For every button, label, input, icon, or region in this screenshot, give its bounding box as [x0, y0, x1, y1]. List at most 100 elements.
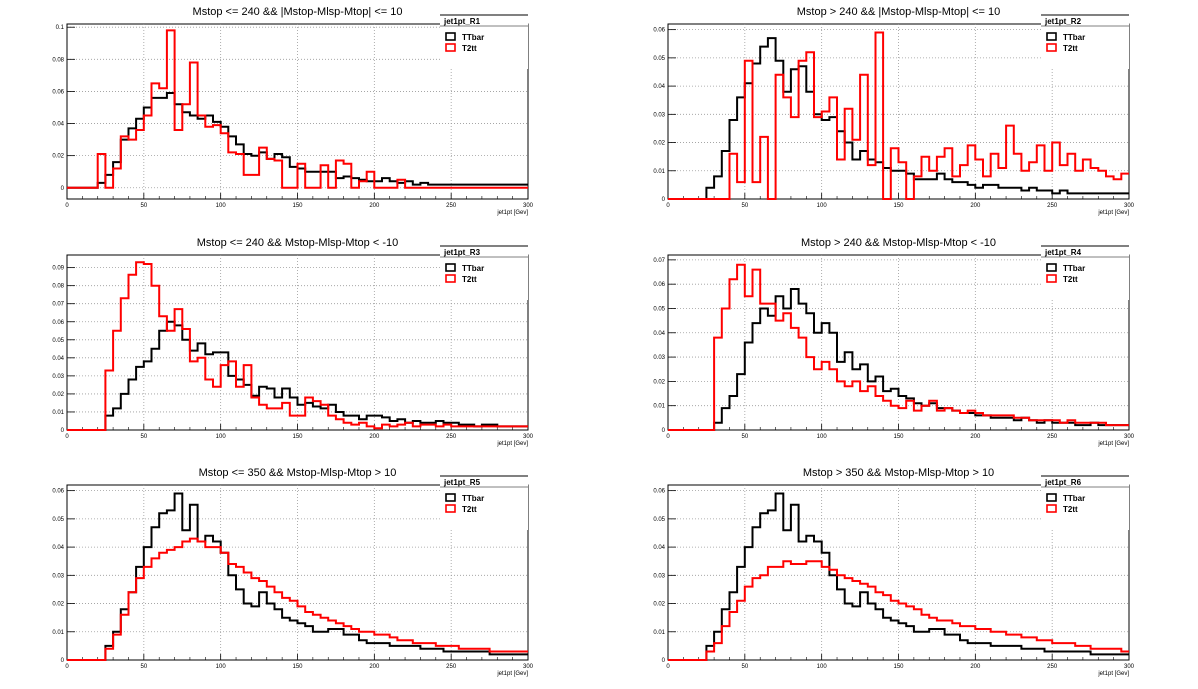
series-line-ttbar [67, 492, 528, 661]
legend-label: TTbar [462, 264, 484, 273]
y-tick-label: 0.01 [653, 169, 665, 175]
x-tick-label: 150 [292, 203, 303, 209]
y-tick-label: 0.02 [653, 141, 665, 147]
y-tick-label: 0 [662, 658, 666, 664]
legend-box [440, 246, 528, 300]
x-axis-label: jet1pt [Gev] [496, 441, 528, 447]
y-tick-label: 0 [662, 428, 666, 434]
x-tick-label: 100 [216, 664, 227, 670]
legend-box [1041, 15, 1129, 69]
y-tick-label: 0.01 [52, 630, 64, 636]
x-axis-label: jet1pt [Gev] [496, 671, 528, 677]
y-tick-label: 0.05 [653, 306, 665, 312]
x-tick-label: 100 [817, 203, 828, 209]
x-axis-label: jet1pt [Gev] [1097, 441, 1129, 447]
y-tick-label: 0.01 [653, 404, 665, 410]
legend-label: T2tt [1063, 275, 1078, 284]
x-tick-label: 0 [666, 434, 670, 440]
y-tick-label: 0.05 [52, 338, 64, 344]
x-tick-label: 200 [970, 664, 981, 670]
x-tick-label: 100 [216, 203, 227, 209]
x-axis-label: jet1pt [Gev] [496, 210, 528, 216]
legend-label: T2tt [462, 44, 477, 53]
x-tick-label: 0 [666, 203, 670, 209]
y-tick-label: 0.02 [52, 154, 64, 160]
y-tick-label: 0.01 [653, 630, 665, 636]
x-axis-label: jet1pt [Gev] [1097, 210, 1129, 216]
y-tick-label: 0.04 [653, 545, 665, 551]
series-line-t2tt [67, 261, 528, 431]
x-tick-label: 250 [446, 203, 457, 209]
legend-swatch [445, 274, 456, 283]
y-tick-label: 0.03 [52, 374, 64, 380]
x-tick-label: 50 [140, 664, 147, 670]
y-tick-label: 0 [662, 197, 666, 203]
y-tick-label: 0.03 [52, 573, 64, 579]
x-tick-label: 300 [1124, 203, 1135, 209]
chart-panel: 0 50 100 150 200 250 300 0 0.01 0.02 0.03 0.04 0.05 0… [52, 467, 533, 677]
y-tick-label: 0.06 [653, 28, 665, 34]
legend-swatch [1046, 493, 1057, 502]
y-tick-label: 0.05 [653, 517, 665, 523]
legend-label: TTbar [462, 494, 484, 503]
x-tick-label: 100 [216, 434, 227, 440]
y-tick-label: 0.04 [653, 331, 665, 337]
x-tick-label: 50 [741, 664, 748, 670]
y-tick-label: 0 [61, 428, 65, 434]
x-tick-label: 100 [817, 664, 828, 670]
chart-title: Mstop > 350 && Mstop-Mlsp-Mtop > 10 [803, 467, 994, 479]
chart-panel: 0 50 100 150 200 250 300 0 0.01 0.02 0.03 0.04 0.05 0… [52, 237, 533, 447]
y-tick-label: 0.01 [52, 410, 64, 416]
legend-title: jet1pt_R4 [1044, 248, 1082, 257]
legend-label: T2tt [1063, 44, 1078, 53]
x-tick-label: 200 [369, 203, 380, 209]
y-tick-label: 0.06 [653, 489, 665, 495]
x-tick-label: 0 [666, 664, 670, 670]
legend-box [440, 476, 528, 530]
chart-panel: 0 50 100 150 200 250 300 0 0.01 0.02 0.03 0.04 0.05 0… [653, 237, 1134, 447]
x-tick-label: 150 [893, 203, 904, 209]
x-tick-label: 300 [523, 203, 534, 209]
chart-title: Mstop <= 240 && Mstop-Mlsp-Mtop < -10 [197, 237, 398, 249]
chart-title: Mstop > 240 && |Mstop-Mlsp-Mtop| <= 10 [797, 6, 1001, 18]
legend-swatch [1046, 32, 1057, 41]
legend-swatch [1046, 274, 1057, 283]
series-line-ttbar [67, 92, 528, 189]
y-tick-label: 0 [61, 658, 65, 664]
x-tick-label: 300 [1124, 664, 1135, 670]
x-tick-label: 250 [446, 664, 457, 670]
series-line-t2tt [668, 263, 1129, 431]
legend-label: T2tt [1063, 505, 1078, 514]
y-tick-label: 0.07 [653, 258, 665, 264]
legend-title: jet1pt_R1 [443, 17, 481, 26]
chart-panel: 0 50 100 150 200 250 300 0 0.01 0.02 0.03 0.04 0.05 0… [653, 467, 1134, 677]
y-tick-label: 0.05 [52, 517, 64, 523]
series-line-ttbar [668, 288, 1129, 431]
x-tick-label: 150 [292, 434, 303, 440]
y-tick-label: 0.05 [653, 56, 665, 62]
legend-label: T2tt [462, 505, 477, 514]
legend-box [1041, 476, 1129, 530]
x-axis-label: jet1pt [Gev] [1097, 671, 1129, 677]
x-tick-label: 50 [140, 434, 147, 440]
y-tick-label: 0.02 [653, 379, 665, 385]
y-tick-label: 0.09 [52, 266, 64, 272]
x-tick-label: 0 [65, 434, 69, 440]
y-tick-label: 0.06 [653, 282, 665, 288]
legend-swatch [445, 43, 456, 52]
series-line-ttbar [67, 320, 528, 431]
legend-swatch [445, 263, 456, 272]
y-tick-label: 0.04 [52, 356, 64, 362]
legend-label: TTbar [1063, 494, 1085, 503]
y-tick-label: 0.04 [52, 122, 64, 128]
y-tick-label: 0.08 [52, 284, 64, 290]
x-tick-label: 150 [292, 664, 303, 670]
x-tick-label: 250 [1047, 203, 1058, 209]
legend-box [1041, 246, 1129, 300]
x-tick-label: 50 [140, 203, 147, 209]
x-tick-label: 150 [893, 434, 904, 440]
y-tick-label: 0.06 [52, 89, 64, 95]
series-line-t2tt [668, 31, 1129, 200]
legend-box [440, 15, 528, 69]
